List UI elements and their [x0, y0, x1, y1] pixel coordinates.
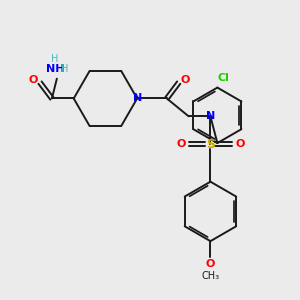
Text: NH: NH: [46, 64, 64, 74]
Text: O: O: [176, 139, 185, 149]
Text: H: H: [51, 54, 58, 64]
Text: O: O: [181, 75, 190, 85]
Text: H: H: [61, 64, 68, 74]
Text: S: S: [206, 138, 215, 151]
Text: O: O: [236, 139, 245, 149]
Text: CH₃: CH₃: [201, 271, 220, 281]
Text: O: O: [28, 75, 38, 85]
Text: O: O: [206, 259, 215, 269]
Text: Cl: Cl: [218, 73, 229, 83]
Text: N: N: [206, 111, 215, 121]
Text: N: N: [134, 94, 143, 103]
